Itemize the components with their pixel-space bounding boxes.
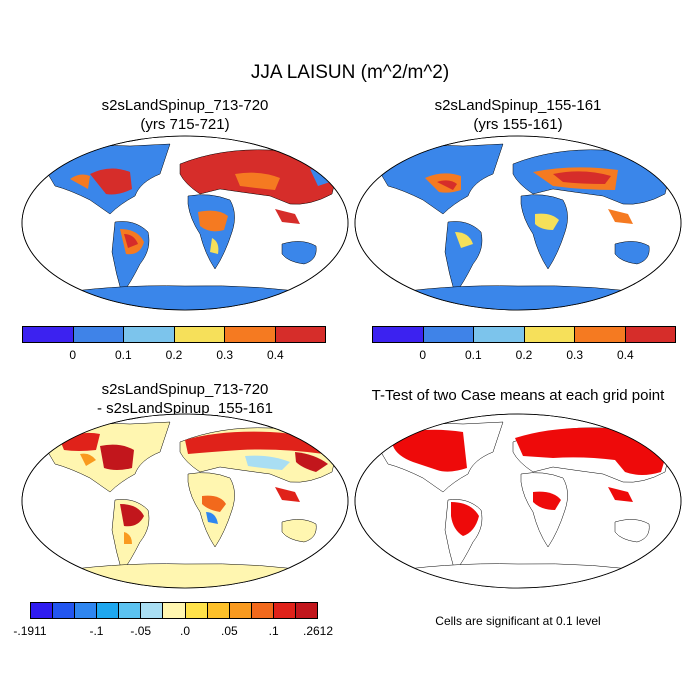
colorbar-difference-swatch <box>251 603 274 618</box>
colorbar-difference-swatch <box>185 603 208 618</box>
colorbar-difference-tick-label: .1 <box>268 624 279 638</box>
colorbar-difference-swatch <box>119 603 142 618</box>
panel-1-title-line1: s2sLandSpinup_713-720 <box>101 97 269 114</box>
colorbar-difference-swatch <box>31 603 54 618</box>
colorbar-panel-1-labels: 0 0.1 0.2 0.3 0.4 <box>22 348 326 364</box>
colorbar-panel-1 <box>22 326 326 343</box>
colorbar-panel-1-tick-label: 0.4 <box>266 348 284 362</box>
colorbar-panel-1-swatch <box>275 327 325 342</box>
map-panel-3 <box>21 413 349 589</box>
colorbar-panel-1-tick-label: 0.3 <box>216 348 233 362</box>
panel-3-title: s2sLandSpinup_713-720 - s2sLandSpinup_15… <box>20 380 350 418</box>
colorbar-panel-2-swatch <box>474 327 525 342</box>
colorbar-difference-swatch <box>97 603 120 618</box>
colorbar-panel-1-tick-label: 0.1 <box>114 348 132 362</box>
colorbar-panel-2-swatch <box>524 327 575 342</box>
colorbar-difference-swatch <box>229 603 252 618</box>
colorbar-panel-2-tick-label: 0 <box>419 348 426 362</box>
panel-2-title-line1: s2sLandSpinup_155-161 <box>434 97 602 114</box>
colorbar-panel-1-tick-label: 0 <box>69 348 76 362</box>
ttest-note: Cells are significant at 0.1 level <box>435 614 601 628</box>
colorbar-panel-1-swatch <box>23 327 74 342</box>
colorbar-difference-swatch <box>207 603 230 618</box>
colorbar-panel-2-tick-label: 0.3 <box>566 348 583 362</box>
colorbar-difference-swatch <box>75 603 98 618</box>
australia-landmass <box>281 241 317 265</box>
colorbar-panel-2-swatch <box>373 327 424 342</box>
colorbar-panel-2-tick-label: 0.4 <box>616 348 634 362</box>
colorbar-difference-tick-label: -.1 <box>89 624 104 638</box>
colorbar-panel-2-swatch <box>575 327 626 342</box>
main-title: JJA LAISUN (m^2/m^2) <box>250 62 450 83</box>
colorbar-difference-tick-label: .0 <box>180 624 191 638</box>
colorbar-difference-labels: -.1911 -.1 -.05 .0 .05 .1 .2612 <box>13 624 333 640</box>
colorbar-difference-tick-label: .05 <box>221 624 238 638</box>
north-america-high-lai <box>90 168 132 195</box>
panel-4-title: T-Test of two Case means at each grid po… <box>353 386 683 405</box>
colorbar-difference <box>30 602 318 619</box>
colorbar-panel-2-tick-label: 0.1 <box>464 348 482 362</box>
colorbar-panel-2 <box>372 326 676 343</box>
panel-1-title-line2: (yrs 715-721) <box>140 116 230 133</box>
colorbar-panel-1-swatch <box>124 327 175 342</box>
colorbar-panel-2-labels: 0 0.1 0.2 0.3 0.4 <box>372 348 676 364</box>
colorbar-panel-2-swatch <box>423 327 474 342</box>
colorbar-difference-tick-label: -.1911 <box>13 624 47 638</box>
colorbar-panel-2-tick-label: 0.2 <box>515 348 533 362</box>
panel-3-title-line2: - s2sLandSpinup_155-161 <box>97 400 273 417</box>
colorbar-difference-swatch <box>163 603 186 618</box>
colorbar-panel-1-swatch <box>73 327 124 342</box>
colorbar-panel-1-swatch <box>225 327 276 342</box>
colorbar-panel-2-swatch <box>625 327 675 342</box>
panel-1-title: s2sLandSpinup_713-720 (yrs 715-721) <box>20 96 350 134</box>
panel-3-title-line1: s2sLandSpinup_713-720 <box>101 381 269 398</box>
map-panel-2 <box>354 135 682 311</box>
panel-2-title: s2sLandSpinup_155-161 (yrs 155-161) <box>353 96 683 134</box>
map-panel-4 <box>354 413 682 589</box>
colorbar-difference-tick-label: .2612 <box>302 624 334 638</box>
colorbar-difference-swatch <box>53 603 76 618</box>
colorbar-difference-swatch <box>273 603 296 618</box>
antarctica-landmass <box>22 285 348 310</box>
panel-4-title-line1: T-Test of two Case means at each grid po… <box>371 387 665 404</box>
colorbar-panel-1-tick-label: 0.2 <box>165 348 183 362</box>
colorbar-difference-tick-label: -.05 <box>130 624 152 638</box>
colorbar-panel-1-swatch <box>174 327 225 342</box>
colorbar-difference-swatch <box>295 603 318 618</box>
colorbar-difference-swatch <box>141 603 164 618</box>
map-panel-1 <box>21 135 349 311</box>
panel-2-title-line2: (yrs 155-161) <box>473 116 563 133</box>
